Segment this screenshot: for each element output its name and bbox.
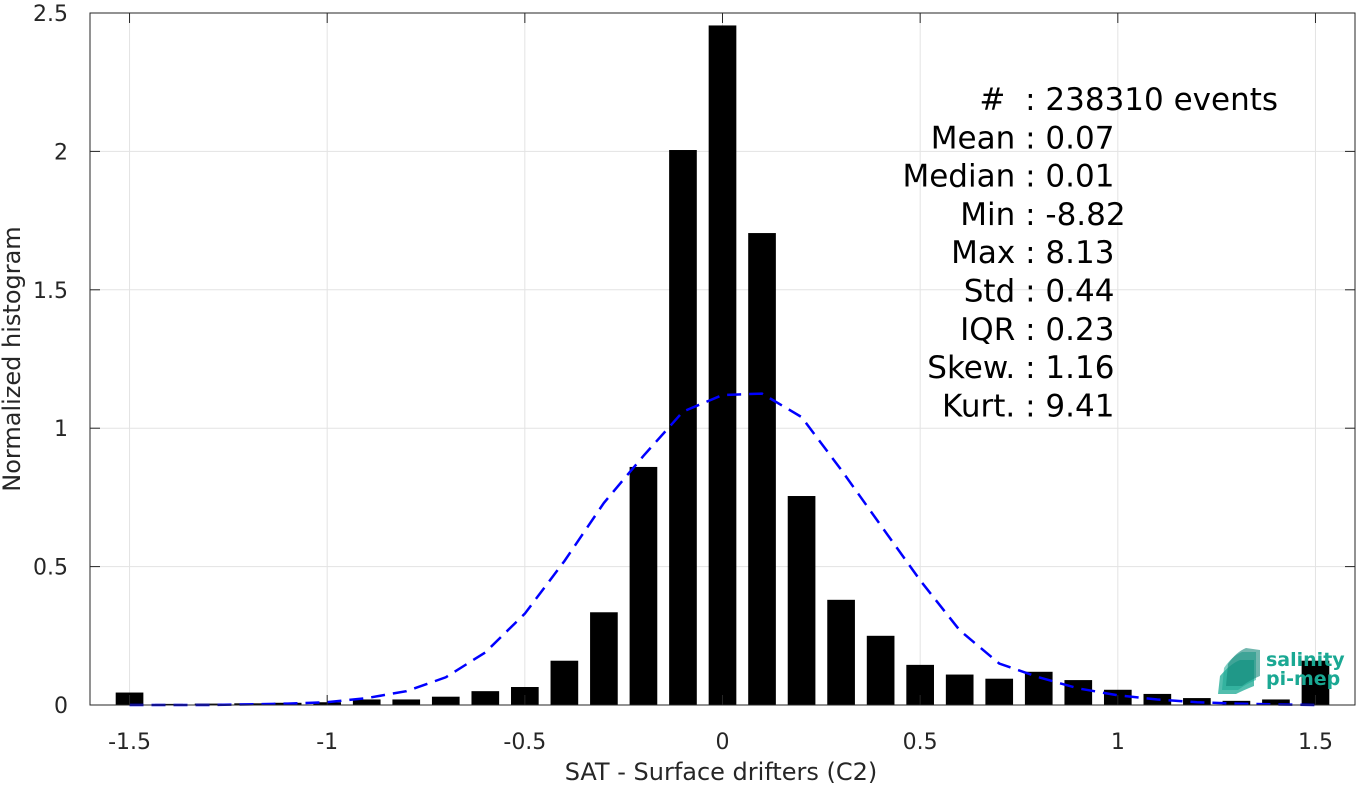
histogram-bar <box>827 599 855 705</box>
histogram-bar <box>669 150 697 706</box>
histogram-bar <box>629 466 658 705</box>
histogram-bar <box>1064 680 1093 705</box>
stat-label: Kurt. <box>942 388 1025 424</box>
y-tick-label: 0 <box>54 694 68 719</box>
stat-label: Std <box>964 274 1025 310</box>
y-tick-label: 2 <box>54 140 68 165</box>
stat-value: : 0.01 <box>1025 159 1114 195</box>
histogram-bar <box>1024 671 1053 705</box>
stat-value: : 0.44 <box>1025 274 1114 310</box>
stat-label: Median <box>902 159 1025 195</box>
x-tick-label: 1 <box>1111 730 1125 755</box>
x-tick-label: -0.5 <box>503 730 546 755</box>
stat-value: : 1.16 <box>1025 350 1114 386</box>
stat-value: : 9.41 <box>1025 388 1114 424</box>
stat-value: : -8.82 <box>1025 197 1126 233</box>
histogram-bar <box>866 635 895 705</box>
x-tick-label: 0 <box>716 730 730 755</box>
histogram-bar <box>748 233 776 705</box>
histogram-bar <box>550 660 579 705</box>
histogram-bar <box>1262 699 1290 705</box>
y-tick-labels: 0 0.5 1 1.5 2 2.5 <box>33 2 68 719</box>
wave-icon <box>1218 648 1260 694</box>
stat-value: : 8.13 <box>1025 235 1114 271</box>
histogram-bar <box>352 699 381 705</box>
histogram-bar <box>392 699 421 705</box>
histogram-bar <box>945 674 974 705</box>
y-tick-label: 0.5 <box>33 556 68 581</box>
histogram-bar <box>787 496 816 705</box>
histogram-bar <box>590 612 618 705</box>
histogram-bar <box>985 678 1014 705</box>
axis-ticks <box>90 12 1355 706</box>
x-tick-label: 0.5 <box>903 730 938 755</box>
stat-label: Skew. <box>927 350 1025 386</box>
logo-line2: pi-mep <box>1266 668 1340 690</box>
y-tick-label: 1 <box>54 417 68 442</box>
y-axis-label: Normalized histogram <box>0 226 26 491</box>
histogram-bars <box>115 25 1330 706</box>
x-tick-label: -1.5 <box>108 730 151 755</box>
stat-label: Mean <box>931 120 1025 156</box>
stat-value: : 238310 events <box>1025 82 1278 118</box>
y-tick-label: 1.5 <box>33 279 68 304</box>
histogram-bar <box>155 703 183 705</box>
salinity-pi-mep-logo: salinity pi-mep <box>1218 648 1345 694</box>
stat-label: Max <box>951 235 1025 271</box>
x-tick-labels: -1.5 -1 -0.5 0 0.5 1 1.5 <box>108 730 1333 755</box>
stat-label: # <box>979 82 1025 118</box>
stat-value: : 0.23 <box>1025 312 1114 348</box>
stat-label: Min <box>960 197 1025 233</box>
stat-label: IQR <box>960 312 1025 348</box>
stat-value: : 0.07 <box>1025 120 1114 156</box>
x-tick-label: 1.5 <box>1298 730 1333 755</box>
x-tick-label: -1 <box>316 730 338 755</box>
x-axis-label: SAT - Surface drifters (C2) <box>565 758 878 785</box>
histogram-bar <box>431 696 460 705</box>
logo-line1: salinity <box>1266 649 1345 671</box>
histogram-bar <box>708 25 737 706</box>
histogram-bar <box>471 691 500 705</box>
y-tick-label: 2.5 <box>33 2 68 27</box>
